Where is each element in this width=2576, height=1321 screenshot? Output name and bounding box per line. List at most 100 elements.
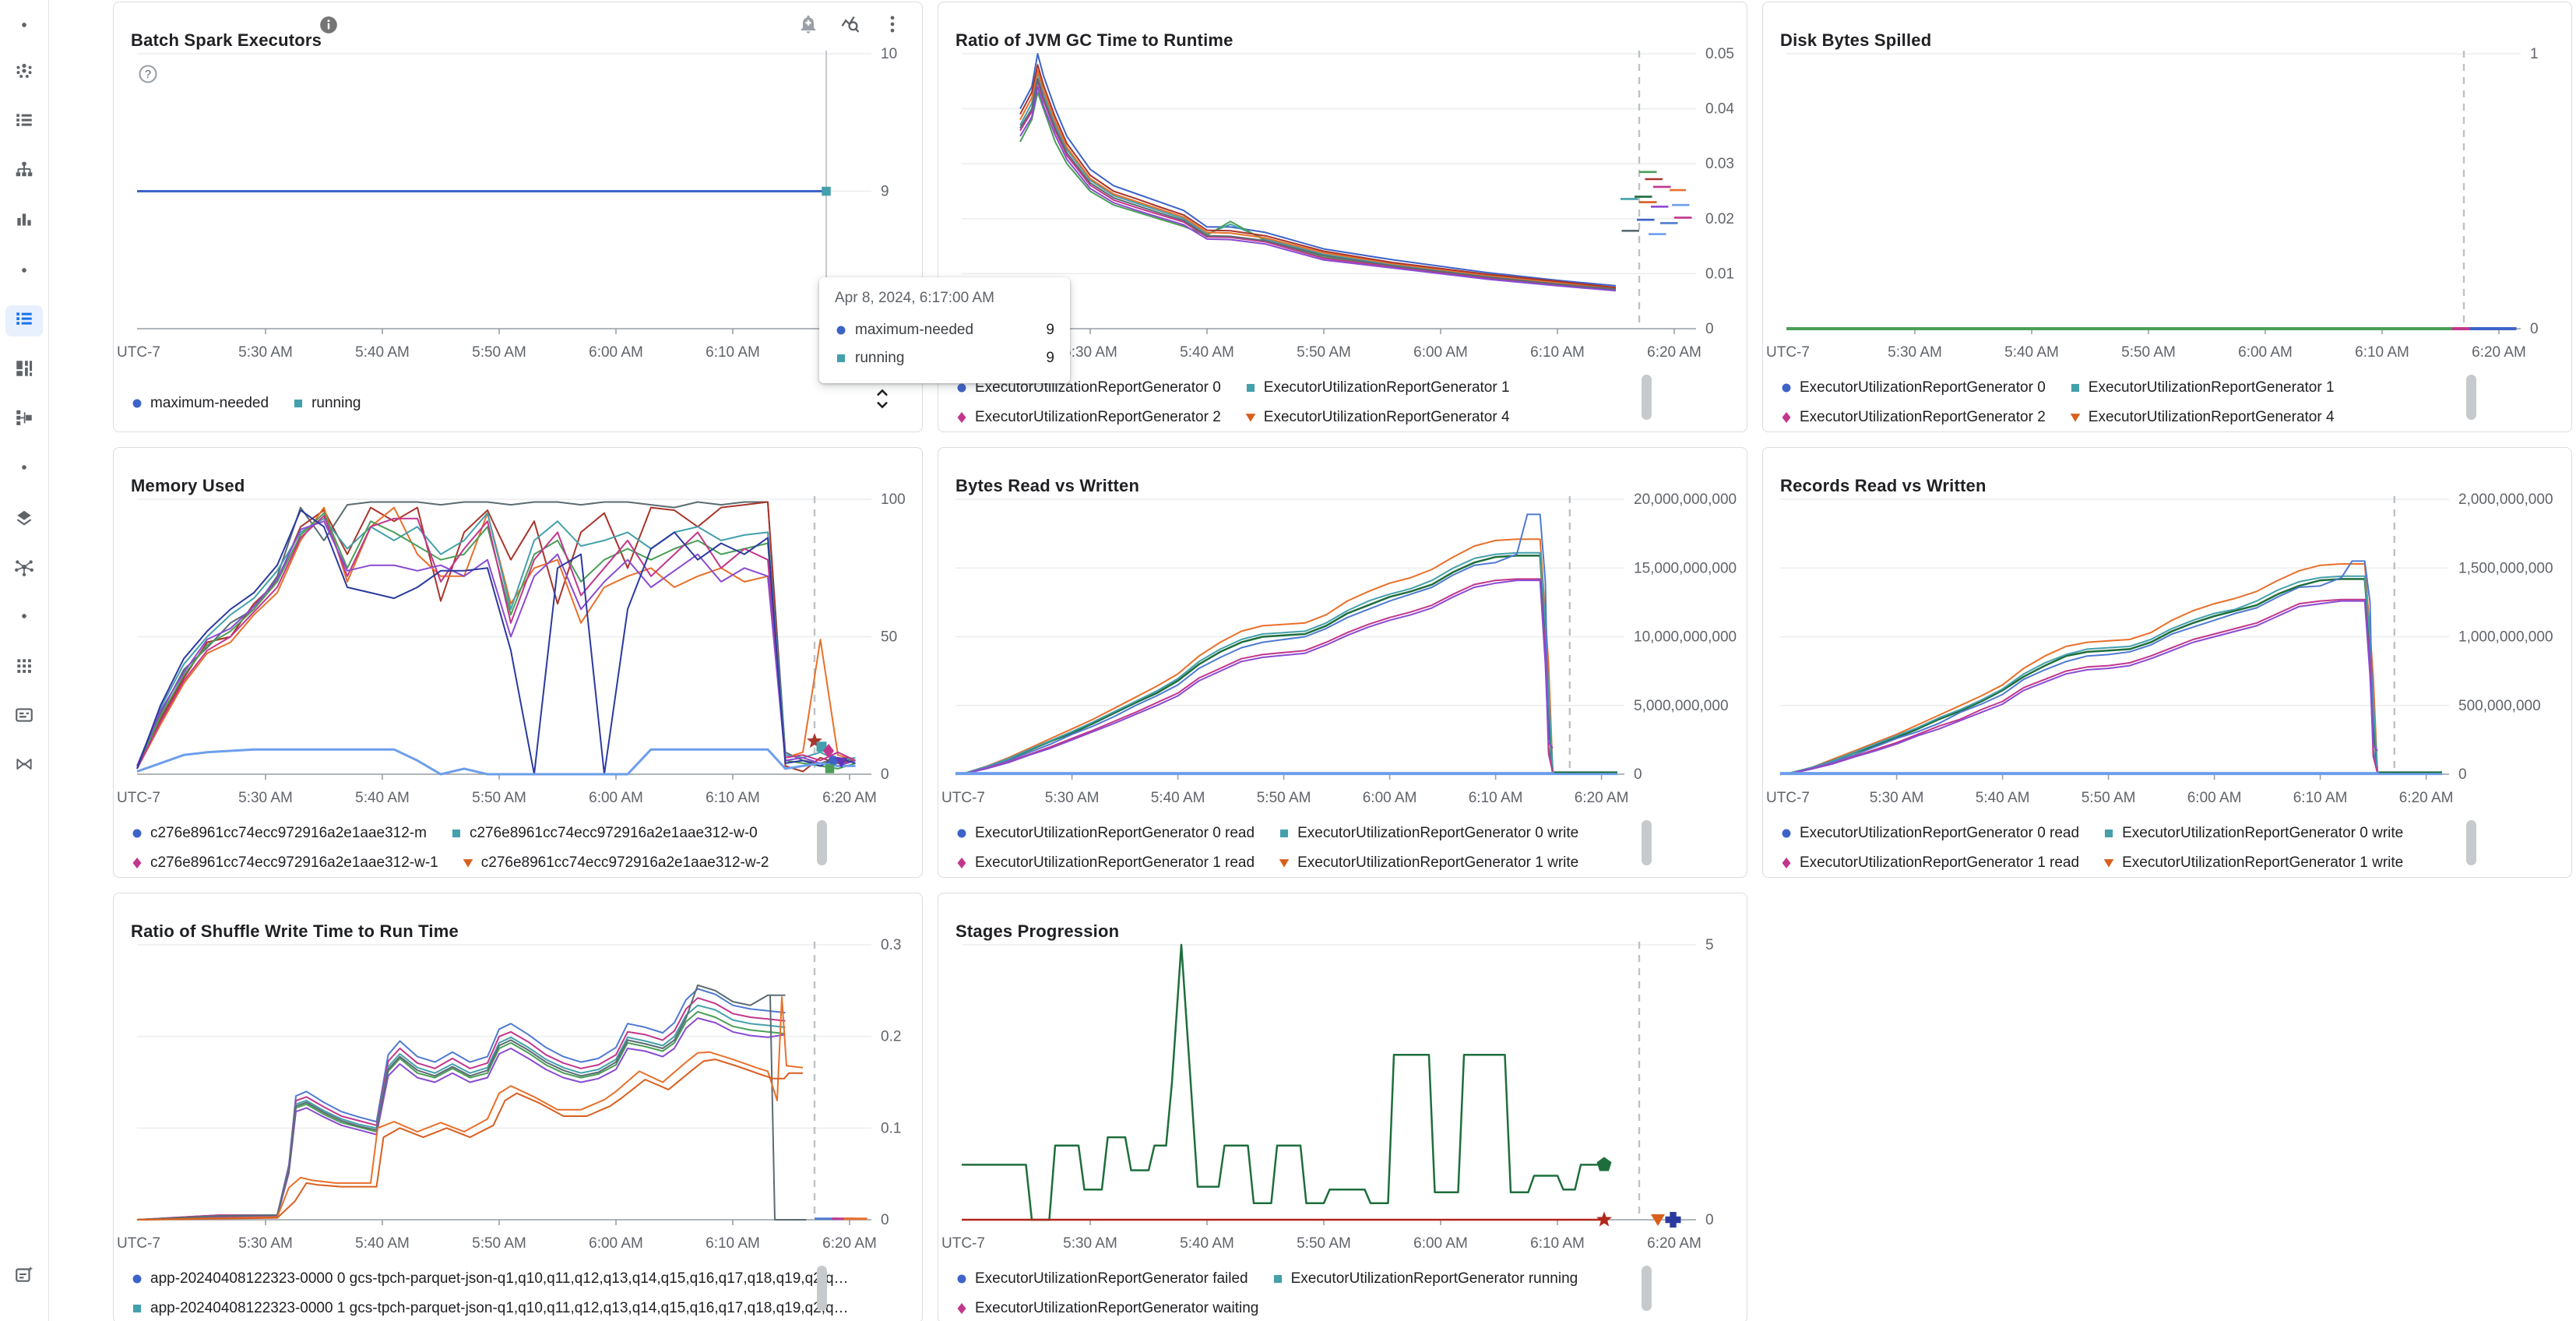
legend-item[interactable]: ExecutorUtilizationReportGenerator faile… — [955, 1270, 1248, 1288]
workflows-icon — [14, 407, 34, 432]
legend-marker-triangle — [463, 859, 473, 868]
sidebar-item-jobs-list[interactable] — [0, 105, 48, 139]
chart-legend: app-20240408122323-0000 0 gcs-tpch-parqu… — [131, 1264, 849, 1321]
legend-item[interactable]: app-20240408122323-0000 0 gcs-tpch-parqu… — [131, 1270, 849, 1288]
svg-text:6:20 AM: 6:20 AM — [2472, 344, 2526, 361]
legend-item[interactable]: ExecutorUtilizationReportGenerator 1 — [2069, 379, 2335, 396]
legend-item[interactable]: ExecutorUtilizationReportGenerator 1 rea… — [1780, 854, 2079, 872]
chart-legend: ExecutorUtilizationReportGenerator faile… — [955, 1264, 1653, 1321]
svg-text:100: 100 — [881, 491, 906, 508]
legend-item[interactable]: ExecutorUtilizationReportGenerator 4 — [1244, 409, 1510, 426]
svg-text:5:30 AM: 5:30 AM — [1888, 344, 1942, 361]
legend-item[interactable]: ExecutorUtilizationReportGenerator 4 — [2069, 409, 2335, 426]
panel-memory-used: Memory Used UTC-7 5:30 AM 5:40 AM 5:50 AM 6:0… — [113, 447, 923, 878]
legend-item[interactable]: c276e8961cc74ecc972916a2e1aae312-m — [131, 825, 427, 842]
legend-scrollbar[interactable] — [1642, 1266, 1652, 1311]
legend-label: ExecutorUtilizationReportGenerator 4 — [2088, 409, 2335, 425]
explore-metric-icon[interactable] — [839, 13, 861, 39]
chart-legend: ExecutorUtilizationReportGenerator 0 Exec… — [955, 373, 1653, 432]
chart-legend: c276e8961cc74ecc972916a2e1aae312-m c276e8… — [131, 819, 829, 878]
environments-icon — [14, 508, 34, 532]
legend-item[interactable]: c276e8961cc74ecc972916a2e1aae312-w-0 — [450, 825, 758, 842]
tooltip-timestamp: Apr 8, 2024, 6:17:00 AM — [835, 290, 994, 306]
chart-plot-area[interactable]: UTC-75:30 AM5:40 AM5:50 AM6:00 AM6:10 AM… — [938, 43, 1747, 367]
legend-item[interactable]: ExecutorUtilizationReportGenerator 0 — [1780, 379, 2046, 396]
legend-label: app-20240408122323-0000 0 gcs-tpch-parqu… — [150, 1270, 849, 1287]
svg-text:5:30 AM: 5:30 AM — [238, 1235, 293, 1252]
svg-text:5:40 AM: 5:40 AM — [1180, 1235, 1234, 1252]
sidebar-item-sessions[interactable] — [0, 551, 48, 586]
legend-item[interactable]: c276e8961cc74ecc972916a2e1aae312-w-1 — [131, 854, 438, 872]
sidebar-item-feedback-compose[interactable] — [0, 1259, 48, 1293]
svg-text:1,500,000,000: 1,500,000,000 — [2458, 560, 2553, 576]
legend-label: c276e8961cc74ecc972916a2e1aae312-w-0 — [469, 825, 758, 841]
svg-text:6:10 AM: 6:10 AM — [1530, 344, 1585, 361]
svg-text:0.1: 0.1 — [881, 1120, 901, 1136]
svg-text:5:30 AM: 5:30 AM — [1045, 790, 1100, 806]
svg-text:6:10 AM: 6:10 AM — [2355, 344, 2409, 361]
legend-marker-circle — [957, 829, 966, 838]
legend-item[interactable]: running — [292, 395, 361, 412]
legend-item[interactable]: app-20240408122323-0000 1 gcs-tpch-parqu… — [131, 1300, 849, 1317]
info-icon[interactable] — [318, 15, 339, 39]
legend-item[interactable]: ExecutorUtilizationReportGenerator 1 wri… — [1278, 854, 1578, 872]
legend-scrollbar[interactable] — [2466, 820, 2476, 865]
legend-scrollbar[interactable] — [1642, 820, 1652, 865]
sidebar-item-dashboards[interactable] — [0, 353, 48, 387]
legend-item[interactable]: ExecutorUtilizationReportGenerator 2 — [1780, 409, 2046, 426]
sidebar-item-environments[interactable] — [0, 502, 48, 537]
add-alert-icon[interactable] — [797, 13, 819, 39]
legend-label: ExecutorUtilizationReportGenerator 1 wri… — [2122, 854, 2404, 871]
legend-item[interactable]: ExecutorUtilizationReportGenerator 1 wri… — [2103, 854, 2403, 872]
legend-item[interactable]: ExecutorUtilizationReportGenerator 0 — [955, 379, 1221, 396]
legend-item[interactable]: ExecutorUtilizationReportGenerator 2 — [955, 409, 1221, 426]
svg-text:1,000,000,000: 1,000,000,000 — [2458, 629, 2553, 646]
legend-item[interactable]: maximum-needed — [131, 395, 269, 412]
svg-text:5,000,000,000: 5,000,000,000 — [1634, 698, 1729, 714]
legend-item[interactable]: c276e8961cc74ecc972916a2e1aae312-w-2 — [462, 854, 769, 872]
help-icon[interactable]: ? — [137, 63, 159, 85]
svg-text:5:40 AM: 5:40 AM — [355, 1235, 410, 1252]
legend-label: ExecutorUtilizationReportGenerator 1 — [2088, 379, 2335, 396]
sidebar-item-workflows[interactable] — [0, 402, 48, 436]
legend-marker-diamond — [1782, 412, 1791, 423]
legend-item[interactable]: ExecutorUtilizationReportGenerator 1 — [1244, 379, 1510, 396]
separator-dot-3-icon — [14, 457, 34, 481]
sidebar-item-model-bowtie[interactable] — [0, 749, 48, 783]
legend-marker-triangle — [2103, 859, 2114, 868]
legend-label: ExecutorUtilizationReportGenerator 1 rea… — [1800, 854, 2080, 871]
sidebar-item-metrics[interactable] — [0, 204, 48, 238]
legend-item[interactable]: ExecutorUtilizationReportGenerator runni… — [1272, 1270, 1578, 1288]
legend-scrollbar[interactable] — [2466, 375, 2476, 420]
legend-item[interactable]: ExecutorUtilizationReportGenerator 0 rea… — [955, 825, 1255, 842]
legend-scrollbar[interactable] — [1642, 375, 1652, 420]
legend-scrollbar[interactable] — [817, 820, 827, 865]
legend-item[interactable]: ExecutorUtilizationReportGenerator 0 rea… — [1780, 825, 2079, 842]
legend-item[interactable]: ExecutorUtilizationReportGenerator 1 rea… — [955, 854, 1255, 872]
sidebar-item-hierarchy[interactable] — [0, 154, 48, 188]
legend-marker-circle — [132, 829, 142, 838]
more-options-icon[interactable] — [882, 13, 903, 39]
legend-label: maximum-needed — [150, 395, 269, 411]
sidebar-item-clusters[interactable] — [0, 56, 48, 90]
legend-item[interactable]: ExecutorUtilizationReportGenerator 0 wri… — [2103, 825, 2403, 842]
sidebar-item-asset-card[interactable] — [0, 699, 48, 734]
legend-item[interactable]: ExecutorUtilizationReportGenerator 0 wri… — [1278, 825, 1578, 842]
tooltip-series-label: running — [855, 350, 905, 366]
svg-text:UTC-7: UTC-7 — [1766, 344, 1810, 361]
expand-chevrons-icon[interactable] — [872, 386, 892, 416]
legend-scrollbar[interactable] — [817, 1266, 827, 1311]
legend-item[interactable]: ExecutorUtilizationReportGenerator waiti… — [955, 1300, 1258, 1317]
svg-text:0.3: 0.3 — [881, 937, 901, 953]
sidebar-item-batches[interactable] — [0, 304, 48, 338]
panel-title: Bytes Read vs Written — [955, 476, 1140, 496]
sidebar-item-apps-grid[interactable] — [0, 650, 48, 685]
panel-title: Records Read vs Written — [1780, 476, 1987, 496]
